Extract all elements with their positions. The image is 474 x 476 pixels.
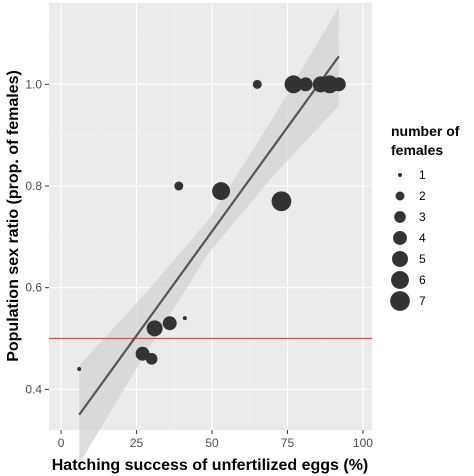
x-tick-label: 50 [205, 436, 219, 450]
legend-key-symbol [394, 211, 406, 223]
legend-key-symbol [393, 231, 407, 245]
data-point [182, 316, 187, 321]
data-points [77, 75, 346, 371]
legend-key-symbol [391, 271, 409, 289]
data-point [271, 191, 292, 212]
legend-key-label: 1 [419, 168, 426, 182]
legend-key-label: 4 [419, 231, 426, 245]
x-tick-label: 100 [353, 436, 373, 450]
x-axis-ticks: 0 25 50 75 100 [58, 430, 373, 450]
y-tick-label: 1.0 [25, 77, 42, 91]
x-tick-label: 0 [58, 436, 65, 450]
regression-line [78, 55, 340, 416]
data-point [145, 353, 158, 365]
data-point [174, 181, 184, 191]
y-tick-label: 0.6 [25, 281, 42, 295]
legend-title-line1: number of [391, 123, 460, 139]
data-point [162, 316, 177, 331]
legend-key-label: 2 [419, 189, 426, 203]
legend-key-label: 3 [419, 210, 426, 224]
legend-key-label: 7 [419, 294, 426, 308]
data-point [212, 182, 231, 201]
data-point [77, 367, 82, 371]
legend-key-symbol [395, 191, 405, 201]
legend-key-symbol [392, 251, 408, 267]
legend-key-label: 6 [419, 273, 426, 287]
data-point [146, 320, 163, 337]
y-axis-ticks: 0.4 0.6 0.8 1.0 [25, 77, 49, 396]
data-point [331, 77, 346, 92]
legend: number of females 1 2 3 4 5 6 7 [390, 123, 460, 311]
data-point [284, 75, 303, 94]
data-point [298, 77, 313, 92]
data-point [252, 79, 262, 89]
x-tick-label: 75 [281, 436, 295, 450]
legend-key-symbol [398, 173, 402, 177]
legend-title-line2: females [391, 142, 443, 158]
legend-key-symbol [390, 291, 410, 311]
y-axis-title: Population sex ratio (prop. of females) [5, 70, 22, 362]
x-axis-title: Hatching success of unfertilized eggs (%… [52, 457, 369, 474]
legend-key-label: 5 [419, 252, 426, 266]
y-tick-label: 0.8 [25, 179, 42, 193]
y-tick-label: 0.4 [25, 382, 42, 396]
x-tick-label: 25 [130, 436, 144, 450]
